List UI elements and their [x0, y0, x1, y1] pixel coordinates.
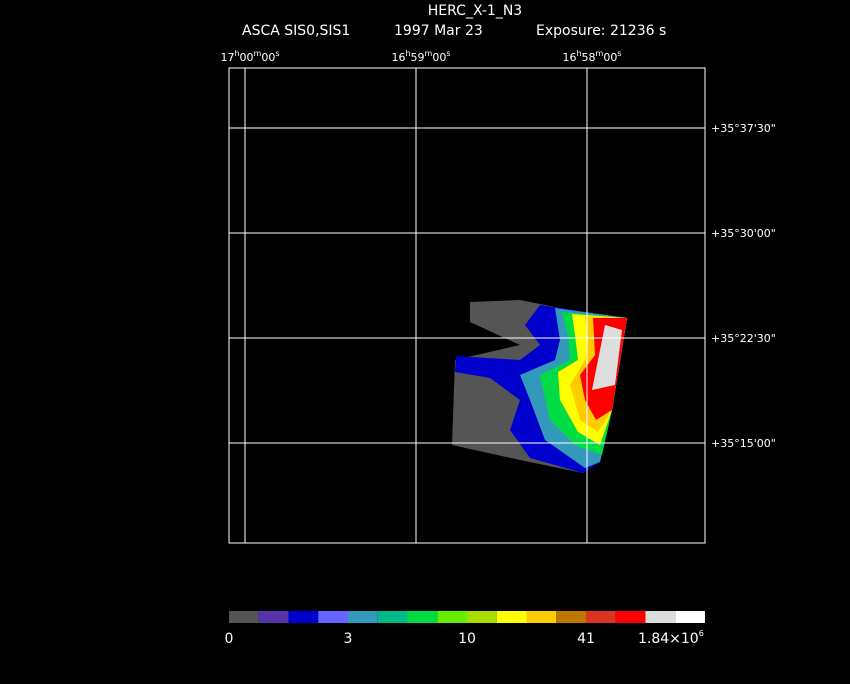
colorbar-max: 1.84×106 [638, 629, 704, 647]
ra-unit: h [234, 49, 239, 58]
ra-value: 00 [240, 51, 254, 64]
date: 1997 Mar 23 [394, 23, 483, 39]
ra-value: 00 [261, 51, 275, 64]
ra-value: 58 [582, 51, 596, 64]
colorbar-label: 0 [225, 631, 234, 647]
ra-label: 16h58m00s [562, 49, 621, 64]
ra-label: 16h59m00s [391, 49, 450, 64]
colorbar-labels: 0 3 10 41 [225, 631, 595, 647]
ra-value: 59 [411, 51, 425, 64]
dec-label: +35°30'00" [711, 227, 776, 240]
ra-label: 17h00m00s [220, 49, 279, 64]
ra-unit: s [275, 49, 279, 58]
ra-unit: s [446, 49, 450, 58]
colorbar-max-exponent: 6 [699, 629, 704, 638]
ra-value: 16 [562, 51, 576, 64]
colorbar-label: 3 [344, 631, 353, 647]
ra-unit: h [576, 49, 581, 58]
ra-value: 16 [391, 51, 405, 64]
frame [228, 67, 706, 544]
dec-label: +35°22'30" [711, 332, 776, 345]
ra-unit: m [596, 49, 604, 58]
source-image [452, 300, 627, 473]
colorbar-label: 10 [458, 631, 476, 647]
title: HERC_X-1_N3 [428, 3, 522, 19]
colorbar-max-mantissa: 1.84×10 [638, 631, 699, 647]
dec-label: +35°15'00" [711, 437, 776, 450]
ra-labels: 17h00m00s 16h59m00s 16h58m00s [220, 49, 621, 64]
coordinate-grid [229, 68, 705, 543]
exposure: Exposure: 21236 s [536, 23, 666, 39]
ra-unit: m [254, 49, 262, 58]
ra-value: 00 [603, 51, 617, 64]
colorbar-label: 41 [577, 631, 595, 647]
ra-unit: m [425, 49, 433, 58]
ra-unit: h [405, 49, 410, 58]
ra-value: 00 [432, 51, 446, 64]
ra-value: 17 [220, 51, 234, 64]
ra-unit: s [617, 49, 621, 58]
dec-label: +35°37'30" [711, 122, 776, 135]
colorbar [229, 611, 705, 623]
dec-labels: +35°37'30" +35°30'00" +35°22'30" +35°15'00" [711, 122, 776, 450]
instrument: ASCA SIS0,SIS1 [242, 23, 350, 39]
